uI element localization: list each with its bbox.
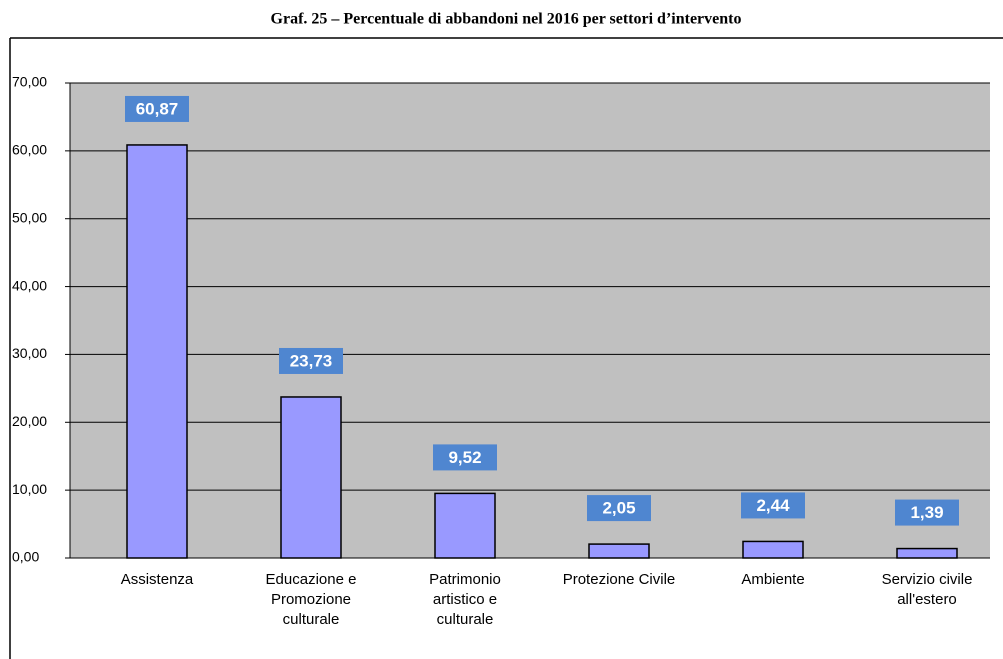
y-tick-label: 0,00 xyxy=(12,549,39,565)
bar xyxy=(588,543,650,559)
y-tick-label: 20,00 xyxy=(12,413,47,429)
value-label: 2,05 xyxy=(602,499,635,518)
value-label-box xyxy=(125,95,189,122)
bar xyxy=(126,144,188,559)
y-tick-label: 40,00 xyxy=(12,277,47,293)
value-label-box xyxy=(741,492,805,519)
value-label: 2,44 xyxy=(756,496,790,515)
x-tick-label: Patrimonio artistico e culturale xyxy=(429,571,501,628)
x-tick-label: Educazione e Promozione culturale xyxy=(265,571,357,628)
bar xyxy=(896,547,958,559)
bar xyxy=(434,492,496,559)
value-label: 9,52 xyxy=(448,448,481,467)
x-tick-label: Protezione Civile xyxy=(562,571,676,588)
chart-title: Graf. 25 – Percentuale di abbandoni nel … xyxy=(271,11,742,28)
x-tick-label: Servizio civile all'estero xyxy=(881,571,973,608)
value-label-box xyxy=(587,495,651,522)
x-tick-label: Assistenza xyxy=(120,571,194,588)
y-tick-label: 50,00 xyxy=(12,209,47,225)
y-tick-label: 60,00 xyxy=(12,142,47,158)
value-label: 23,73 xyxy=(290,351,333,370)
value-label: 60,87 xyxy=(136,99,179,118)
value-label-box xyxy=(895,499,959,526)
y-tick-label: 70,00 xyxy=(12,74,47,90)
y-tick-label: 30,00 xyxy=(12,345,47,361)
plot-area xyxy=(70,83,990,558)
value-label-box xyxy=(279,347,343,374)
x-tick-label: Ambiente xyxy=(741,571,805,588)
bar xyxy=(280,396,342,559)
bar xyxy=(742,540,804,559)
value-label-box xyxy=(433,444,497,471)
y-tick-label: 10,00 xyxy=(12,481,47,497)
value-label: 1,39 xyxy=(910,503,943,522)
